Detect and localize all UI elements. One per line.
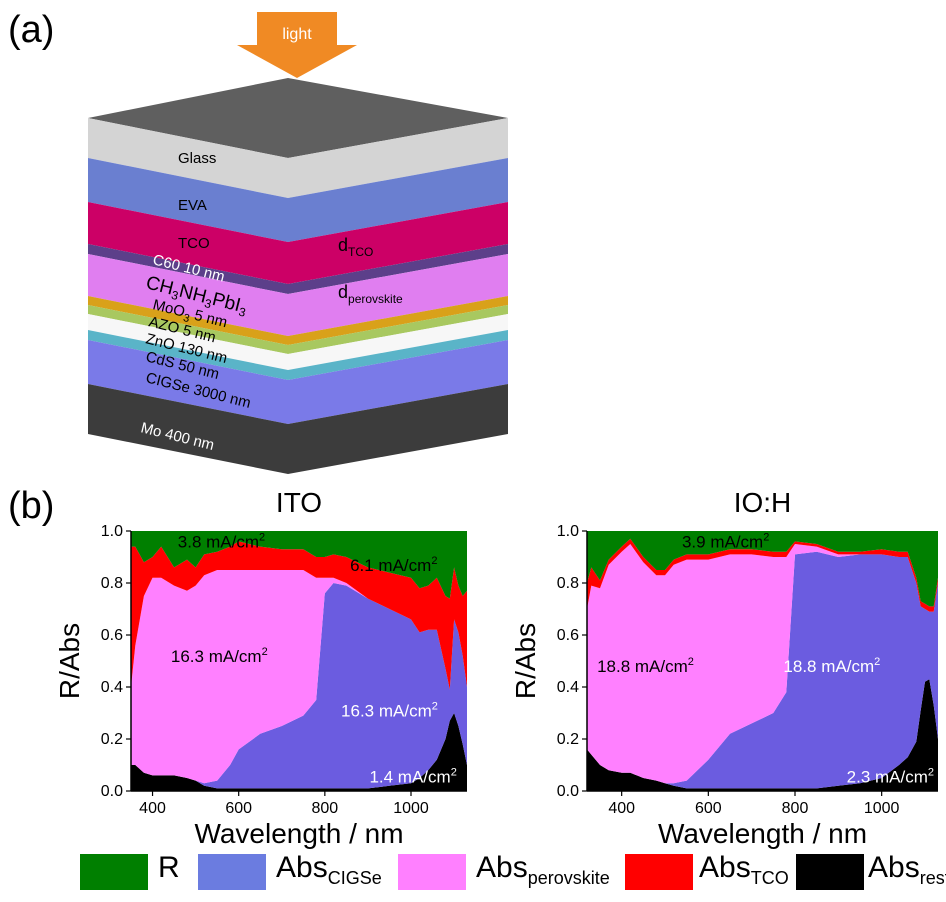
y-tick-label: 0.6: [101, 627, 123, 644]
layer-label-2: TCO: [178, 235, 210, 252]
current-density-annotation: 6.1 mA/cm2: [350, 555, 437, 575]
legend-swatch-abs-rest: [796, 854, 864, 890]
layer-azo: [88, 305, 508, 354]
legend-label-abs-tco: AbsTCO: [699, 851, 789, 888]
layer-mo: [88, 384, 508, 474]
y-tick-label: 0.8: [557, 575, 579, 592]
x-tick-label: 1000: [864, 800, 900, 817]
legend-swatch-abs-perovskite: [398, 854, 466, 890]
x-tick-label: 600: [695, 800, 722, 817]
layer-cigse: [88, 340, 508, 424]
legend-label-r: R: [158, 851, 180, 884]
panel-a-label: (a): [8, 9, 54, 51]
panel-b-label: (b): [8, 485, 55, 527]
y-tick-label: 1.0: [101, 523, 123, 540]
legend-label-abs-rest: Absrest: [868, 851, 946, 888]
y-tick-label: 0.4: [557, 679, 579, 696]
area-r: [587, 531, 938, 607]
legend-swatch-abs-tco: [625, 854, 693, 890]
x-tick-label: 800: [782, 800, 809, 817]
current-density-annotation: 2.3 mA/cm2: [847, 767, 934, 787]
current-density-annotation: 16.3 mA/cm2: [171, 646, 268, 666]
legend-swatch-abs-cigse: [198, 854, 266, 890]
layer-zno: [88, 314, 508, 370]
y-axis-label: R/Abs: [54, 623, 85, 699]
x-tick-label: 1000: [393, 800, 429, 817]
layer-cds: [88, 330, 508, 380]
layer-label-1: EVA: [178, 197, 207, 214]
d-tco-label: dTCO: [338, 235, 373, 259]
y-axis-label: R/Abs: [510, 623, 541, 699]
x-tick-label: 600: [225, 800, 252, 817]
area-abs-rest: [131, 713, 467, 791]
y-tick-label: 0.0: [557, 783, 579, 800]
layer-label-0: Glass: [178, 150, 216, 167]
layer-ch3nh3pbi3: [88, 254, 508, 336]
y-tick-label: 0.8: [101, 575, 123, 592]
current-density-annotation: 18.8 mA/cm2: [597, 656, 694, 676]
x-tick-label: 800: [311, 800, 338, 817]
layer-moo3: [88, 296, 508, 345]
chart-ito: ITO 400 600 800 1000 0.0 0.2 0.4 0.6 0.8 1.0 Wavele…: [54, 487, 467, 849]
y-tick-label: 0.6: [557, 627, 579, 644]
chart-ioh: IO:H 400 600 800 1000 0.0 0.2 0.4 0.6 0.8 1.0 Wavel…: [510, 487, 938, 849]
area-abs-perovskite: [131, 570, 467, 784]
current-density-annotation: 18.8 mA/cm2: [783, 656, 880, 676]
area-abs-rest: [587, 679, 938, 791]
current-density-annotation: 3.9 mA/cm2: [682, 531, 769, 551]
y-tick-label: 0.2: [557, 731, 579, 748]
light-arrow-icon: [237, 12, 357, 78]
legend-swatch-r: [80, 854, 148, 890]
y-tick-label: 0.0: [101, 783, 123, 800]
layer-eva: [88, 158, 508, 242]
current-density-annotation: 1.4 mA/cm2: [369, 767, 456, 787]
layer-tco: [88, 202, 508, 284]
area-abs-cigse: [587, 551, 938, 789]
x-tick-label: 400: [608, 800, 635, 817]
y-tick-label: 0.2: [101, 731, 123, 748]
x-axis-label: Wavelength / nm: [658, 818, 867, 849]
layer-label-4: CH3NH3PbI3: [143, 272, 249, 319]
x-tick-label: 400: [139, 800, 166, 817]
chart-title: ITO: [276, 487, 322, 518]
area-abs-perovskite: [587, 544, 938, 784]
chart-title: IO:H: [734, 487, 792, 518]
current-density-annotation: 16.3 mA/cm2: [341, 700, 438, 720]
layer-glass: [88, 118, 508, 198]
area-layers: [131, 531, 467, 791]
x-axis-label: Wavelength / nm: [194, 818, 403, 849]
current-density-annotation: 3.8 mA/cm2: [178, 531, 265, 551]
area-abs-tco: [587, 538, 938, 612]
area-abs-tco: [131, 541, 467, 690]
y-tick-label: 0.4: [101, 679, 123, 696]
legend-label-abs-perovskite: Absperovskite: [476, 851, 610, 888]
legend: R AbsCIGSe Absperovskite AbsTCO Absrest: [0, 848, 946, 902]
light-label: light: [282, 26, 312, 43]
legend-label-abs-cigse: AbsCIGSe: [276, 851, 382, 888]
layer-c60: [88, 244, 508, 294]
area-abs-cigse: [131, 583, 467, 789]
area-layers: [587, 531, 938, 791]
y-tick-label: 1.0: [557, 523, 579, 540]
area-r: [131, 531, 467, 599]
d-perovskite-label: dperovskite: [338, 282, 403, 306]
stack-top-face: [88, 78, 508, 158]
